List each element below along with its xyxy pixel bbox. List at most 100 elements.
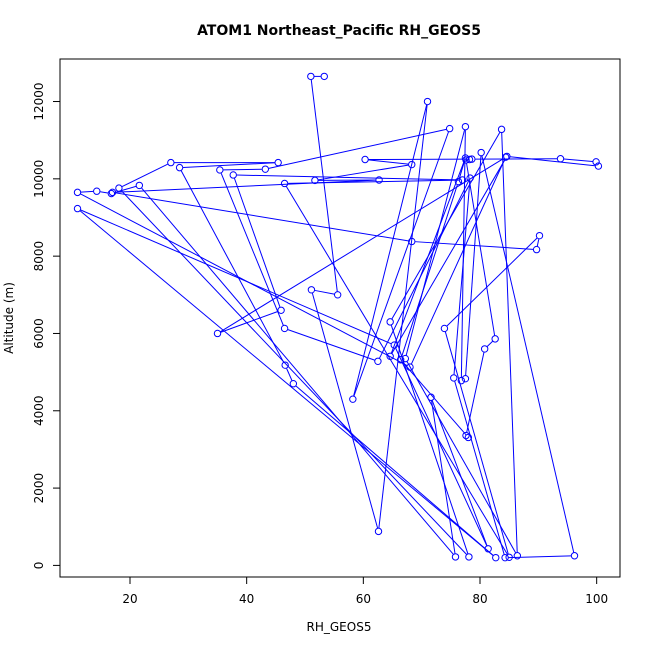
data-point [505,553,513,561]
data-point [386,318,394,326]
data-point [307,72,315,81]
series-line-segment [454,381,505,555]
data-point [307,286,316,294]
data-point [280,179,289,188]
series-line-segment [402,362,467,436]
series-line-segment [453,181,471,375]
x-axis-title: RH_GEOS5 [307,620,372,634]
data-point [107,189,116,198]
x-tick-label: 20 [122,592,137,606]
series-line-segment [406,361,517,553]
data-point [535,231,544,240]
series-line-segment [287,329,375,361]
data-point [73,188,82,197]
data-point [461,374,470,383]
series-line-segment [220,172,284,326]
data-point [570,552,579,560]
data-point [396,356,405,364]
data-point [175,163,184,172]
series-line-segment [481,155,575,553]
data-point [480,345,489,353]
series-line-segment [295,385,494,556]
data-point [406,363,414,371]
data-point [115,184,123,192]
series-line-segment [410,160,505,365]
series-line-segment [536,238,540,247]
data-point [497,125,506,134]
series-line-segment [141,187,454,555]
y-tick-label: 6000 [32,318,46,349]
data-point [457,376,466,385]
series-line-segment [233,178,281,308]
series-line-segment [80,190,94,193]
data-point [466,174,474,182]
data-point [261,165,270,173]
series-line-segment [508,555,572,559]
data-point [501,153,510,161]
data-point [503,152,511,161]
y-tick-label: 10000 [32,160,46,198]
series-line-segment [314,289,335,295]
y-tick-label: 12000 [32,82,46,120]
series-line-segment [458,161,465,179]
data-point [492,553,500,562]
data-point [501,553,509,562]
series-line-segment [79,210,494,556]
data-point [454,177,463,186]
data-point [280,324,289,333]
chart-title: ATOM1 Northeast_Pacific RH_GEOS5 [197,23,481,39]
data-point [408,237,416,246]
data-point [311,176,319,185]
series-line-segment [486,340,493,347]
data-point [375,176,383,184]
data-point [374,527,383,536]
data-point [532,245,541,254]
series-line-segment [80,193,408,366]
data-point [513,552,522,560]
data-point [440,324,449,333]
data-point [461,122,470,131]
data-point [462,156,470,164]
data-point [320,72,328,81]
data-point [401,354,410,363]
data-point [93,187,101,195]
series-line-segment [100,191,108,194]
series-line-segment [183,162,275,168]
data-point [423,97,432,106]
data-point [135,181,144,190]
data-point [464,433,473,442]
data-point [390,341,398,349]
x-tick-label: 40 [239,592,254,606]
data-point [556,155,565,163]
x-tick-label: 80 [472,592,487,606]
series-line-segment [446,237,538,327]
series-line-segment [220,310,278,333]
data-point [229,171,237,179]
data-point [484,545,492,553]
series-line-segment [501,132,518,553]
series-line-segment [310,79,338,292]
series-line-segment [510,156,595,167]
series-line-segment [378,104,428,528]
y-tick-label: 0 [32,562,46,570]
series-line-segment [268,128,447,169]
data-point [108,188,117,197]
series-line-segment [318,164,409,181]
data-point [458,176,467,184]
series-line-segment [353,104,428,396]
series-line-segment [395,348,488,546]
series-line-segment [120,190,467,555]
data-point [592,158,600,166]
data-point [465,155,474,164]
series-line-segment [391,159,506,354]
data-point [274,158,282,167]
series-line-segment [368,159,409,165]
series-line-segment [431,400,456,554]
data-point [477,148,485,157]
data-point [451,553,460,561]
data-point [374,357,382,365]
data-point [361,155,369,164]
series-line-segment [460,130,466,378]
series-line-segment [353,131,449,397]
